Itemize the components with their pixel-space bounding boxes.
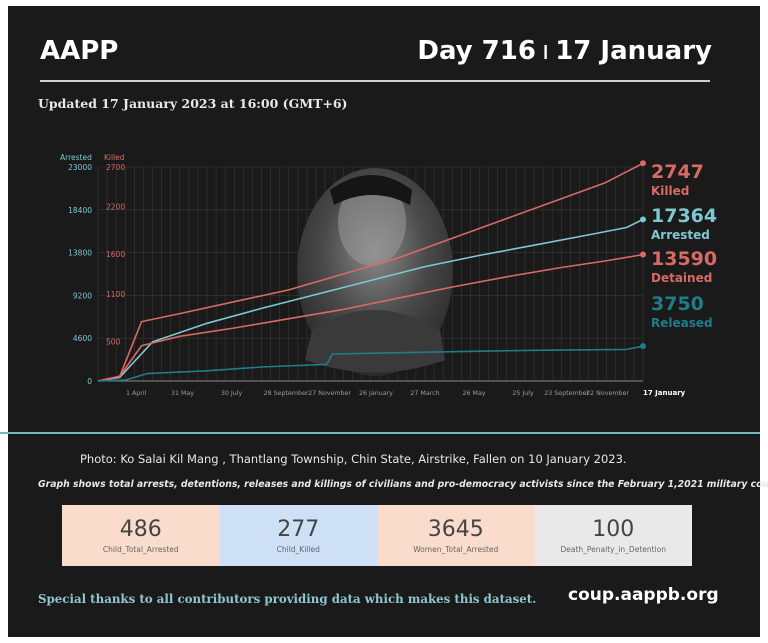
series-endpoint-arrested [640, 216, 646, 223]
section-divider [0, 432, 760, 434]
portrait-photo [297, 168, 453, 376]
series-endpoint-detained [640, 251, 646, 258]
stat-label: Child_Killed [276, 545, 320, 554]
left-tick-label: 9200 [73, 291, 92, 300]
stat-label: Death_Penalty_in_Detention [560, 545, 666, 554]
stats-row: 486 Child_Total_Arrested 277 Child_Kille… [62, 505, 692, 566]
left-tick-label: 4600 [73, 334, 92, 343]
casualty-line-chart: Arrested Killed 0 4600 9200 13800 18400 23000 50… [60, 153, 717, 397]
left-tick-label: 0 [87, 377, 92, 386]
title-date: 17 January [555, 36, 712, 66]
header-rule [40, 80, 710, 82]
series-value-detained: 13590 [651, 248, 717, 270]
org-title: AAPP [40, 36, 119, 66]
series-name-detained: Detained [651, 271, 712, 285]
left-tick-label: 18400 [68, 206, 92, 215]
x-tick-label: 31 May [171, 390, 194, 397]
stat-value: 277 [277, 517, 320, 542]
series-line-arrested [97, 218, 644, 382]
updated-timestamp: Updated 17 January 2023 at 16:00 (GMT+6) [38, 96, 348, 111]
stat-label: Women_Total_Arrested [413, 545, 499, 554]
day-date-title: Day 716 ı 17 January [417, 36, 712, 66]
series-line-killed [97, 162, 644, 382]
x-tick-label: 26 January [359, 390, 393, 397]
photo-caption: Photo: Ko Salai Kil Mang , Thantlang Tow… [80, 452, 627, 466]
killed-tick-label: 2700 [106, 163, 125, 172]
x-tick-label: 17 January [643, 389, 686, 397]
stat-child-total-arrested: 486 Child_Total_Arrested [62, 505, 220, 566]
series-endpoint-killed [640, 160, 646, 167]
x-tick-label: 22 November [586, 390, 629, 397]
series-value-arrested: 17364 [651, 205, 717, 227]
stat-child-killed: 277 Child_Killed [219, 505, 377, 566]
stat-value: 100 [592, 517, 635, 542]
stat-label: Child_Total_Arrested [102, 545, 179, 554]
x-tick-label: 1 April [126, 390, 147, 397]
series-value-killed: 2747 [651, 161, 704, 183]
x-tick-label: 23 September [544, 390, 589, 397]
thanks-note: Special thanks to all contributors provi… [38, 592, 537, 606]
series-line-detained [97, 253, 644, 382]
x-tick-label: 30 July [221, 390, 243, 397]
killed-tick-label: 1600 [106, 250, 125, 259]
stat-death-penalty-in-detention: 100 Death_Penalty_in_Detention [534, 505, 692, 566]
series-name-released: Released [651, 316, 713, 330]
website-link[interactable]: coup.aappb.org [568, 585, 719, 605]
series-name-arrested: Arrested [651, 228, 710, 242]
left-axis-title: Arrested [60, 153, 92, 162]
x-tick-label: 27 November [308, 390, 351, 397]
x-tick-label: 26 May [463, 390, 486, 397]
killed-tick-label: 500 [106, 337, 121, 346]
series-endpoint-released [640, 343, 646, 350]
killed-tick-label: 1100 [106, 290, 125, 299]
x-tick-label: 25 July [512, 390, 534, 397]
left-tick-label: 13800 [68, 249, 92, 258]
x-tick-label: 28 September [264, 390, 309, 397]
stat-women-total-arrested: 3645 Women_Total_Arrested [377, 505, 535, 566]
graph-note: Graph shows total arrests, detentions, r… [38, 479, 768, 490]
x-tick-label: 27 March [410, 390, 439, 397]
killed-tick-label: 2200 [106, 203, 125, 212]
series-value-released: 3750 [651, 293, 704, 315]
series-name-killed: Killed [651, 184, 689, 198]
left-tick-label: 23000 [68, 163, 92, 172]
stat-value: 3645 [427, 517, 484, 542]
title-separator: ı [541, 36, 550, 66]
day-counter: Day 716 [417, 36, 536, 66]
series-line-released [97, 345, 644, 382]
right-axis-title: Killed [104, 153, 125, 162]
stat-value: 486 [119, 517, 162, 542]
